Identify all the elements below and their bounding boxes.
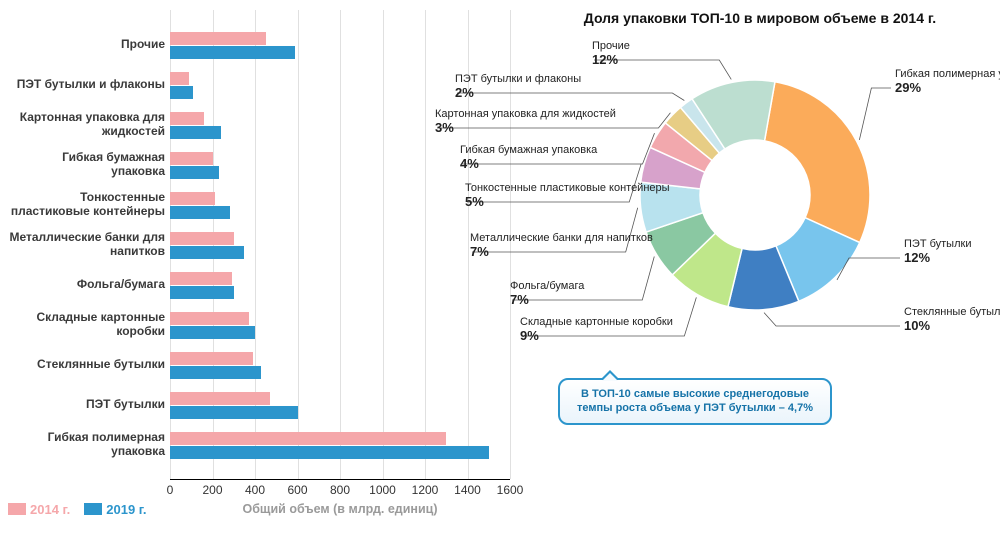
x-tick: 1200 [405,483,445,497]
bar-segment [170,392,270,405]
bar-row: Фольга/бумага [170,265,510,305]
bar-category-label: Фольга/бумага [5,265,165,305]
donut-slice-label: Стеклянные бутылки10% [904,306,1000,334]
bar-segment [170,126,221,139]
bar-row: Гибкая бумажная упаковка [170,145,510,185]
bar-category-label: Прочие [5,25,165,65]
bar-segment [170,352,253,365]
bar-segment [170,232,234,245]
bar-legend: 2014 г. 2019 г. [8,502,161,517]
donut-slice-label: Фольга/бумага7% [510,280,584,308]
bar-row: Тонкостенные пластиковые контейнеры [170,185,510,225]
donut-slice-label: Прочие12% [592,40,630,68]
donut-slice-label: Тонкостенные пластиковые контейнеры5% [465,182,670,210]
bar-row: Прочие [170,25,510,65]
bar-segment [170,246,244,259]
donut-slice-label: Картонная упаковка для жидкостей3% [435,108,616,136]
bar-category-label: ПЭТ бутылки и флаконы [5,65,165,105]
legend-label: 2014 г. [30,502,70,517]
leader-line [764,313,900,326]
bar-segment [170,192,215,205]
x-tick: 0 [150,483,190,497]
bar-segment [170,286,234,299]
bar-segment [170,406,298,419]
legend-swatch [84,503,102,515]
bar-segment [170,166,219,179]
bar-category-label: Картонная упаковка для жидкостей [5,105,165,145]
bar-category-label: Тонкостенные пластиковые контейнеры [5,185,165,225]
x-tick: 400 [235,483,275,497]
bar-segment [170,312,249,325]
donut-slice-label: Гибкая бумажная упаковка4% [460,144,597,172]
bar-category-label: Металлические банки для напитков [5,225,165,265]
x-tick: 600 [278,483,318,497]
bar-segment [170,152,213,165]
bar-segment [170,72,189,85]
donut-title: Доля упаковки ТОП-10 в мировом объеме в … [560,10,960,26]
bar-segment [170,366,261,379]
bar-row: Стеклянные бутылки [170,345,510,385]
donut-slice-label: ПЭТ бутылки и флаконы2% [455,73,581,101]
x-tick: 800 [320,483,360,497]
bar-category-label: Гибкая бумажная упаковка [5,145,165,185]
donut-slice [765,82,870,243]
donut-chart [640,80,870,310]
bar-segment [170,272,232,285]
bar-segment [170,112,204,125]
donut-slice-label: Складные картонные коробки9% [520,316,673,344]
x-axis-label: Общий объем (в млрд. единиц) [170,502,510,516]
chart-container: ПрочиеПЭТ бутылки и флаконыКартонная упа… [0,0,1000,543]
x-tick: 1600 [490,483,530,497]
bar-row: Гибкая полимерная упаковка [170,425,510,465]
bar-segment [170,206,230,219]
bar-segment [170,46,295,59]
bar-row: Металлические банки для напитков [170,225,510,265]
donut-slice-label: Металлические банки для напитков7% [470,232,653,260]
x-tick: 1000 [363,483,403,497]
donut-slice-label: Гибкая полимерная упаковка29% [895,68,1000,96]
bar-segment [170,446,489,459]
bar-category-label: Складные картонные коробки [5,305,165,345]
bar-segment [170,86,193,99]
callout-bubble: В ТОП-10 самые высокие среднегодовые тем… [558,378,832,425]
x-tick: 1400 [448,483,488,497]
bar-category-label: Стеклянные бутылки [5,345,165,385]
bar-row: Складные картонные коробки [170,305,510,345]
x-tick: 200 [193,483,233,497]
bar-segment [170,432,446,445]
legend-label: 2019 г. [106,502,146,517]
bar-segment [170,32,266,45]
bar-segment [170,326,255,339]
donut-slice-label: ПЭТ бутылки12% [904,238,971,266]
legend-swatch [8,503,26,515]
bar-category-label: Гибкая полимерная упаковка [5,425,165,465]
bar-row: ПЭТ бутылки [170,385,510,425]
bar-category-label: ПЭТ бутылки [5,385,165,425]
